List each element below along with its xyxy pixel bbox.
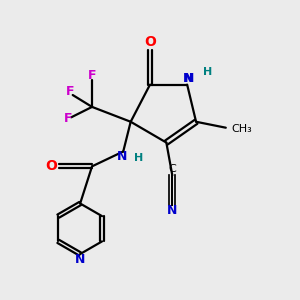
Text: CH₃: CH₃	[232, 124, 253, 134]
Text: F: F	[65, 85, 74, 98]
Text: F: F	[64, 112, 73, 125]
Text: C: C	[168, 164, 176, 174]
Text: N: N	[184, 72, 194, 85]
Text: H: H	[134, 153, 143, 163]
Text: N: N	[75, 253, 85, 266]
Text: N: N	[183, 72, 193, 85]
Text: O: O	[45, 159, 57, 173]
Text: H: H	[203, 67, 212, 77]
Text: N: N	[117, 150, 127, 163]
Text: N: N	[167, 204, 178, 217]
Text: O: O	[144, 35, 156, 50]
Text: F: F	[88, 69, 96, 82]
